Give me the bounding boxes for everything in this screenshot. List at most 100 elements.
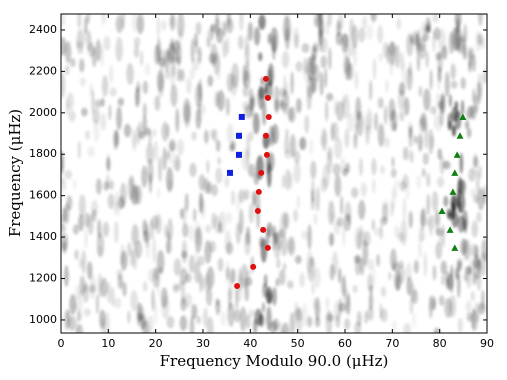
noise-blob (222, 20, 227, 37)
noise-blob (449, 295, 457, 318)
noise-blob (218, 221, 222, 234)
noise-blob (450, 194, 457, 213)
noise-blob (226, 14, 231, 28)
noise-blob (188, 224, 194, 242)
noise-blob (160, 20, 167, 32)
noise-blob (311, 76, 317, 94)
noise-blob (346, 112, 354, 132)
noise-blob (468, 60, 472, 73)
noise-blob (397, 260, 404, 269)
noise-blob (399, 51, 405, 71)
noise-blob (217, 257, 224, 272)
noise-blob (325, 296, 329, 310)
noise-blob (156, 187, 161, 199)
noise-blob (355, 96, 362, 121)
noise-blob (459, 152, 464, 174)
noise-blob (197, 255, 205, 266)
noise-blob (215, 167, 223, 184)
noise-blob (417, 133, 423, 152)
noise-blob (438, 295, 445, 307)
noise-blob (477, 302, 486, 315)
noise-blob (156, 15, 160, 40)
noise-blob (422, 33, 430, 42)
noise-blob (481, 238, 487, 261)
noise-blob (74, 285, 81, 301)
noise-blob (405, 182, 410, 200)
x-tick-label: 90 (480, 337, 494, 350)
noise-blob (184, 192, 189, 212)
noise-blob (472, 53, 476, 72)
noise-blob (64, 202, 70, 225)
noise-blob (328, 232, 335, 246)
noise-blob (248, 309, 255, 318)
noise-blob (331, 251, 339, 276)
noise-blob (301, 43, 310, 53)
noise-blob (217, 156, 221, 166)
noise-blob (389, 109, 398, 132)
noise-blob (172, 283, 179, 293)
noise-blob (108, 104, 112, 121)
noise-blob (446, 208, 452, 218)
noise-blob (361, 15, 368, 29)
noise-blob (281, 174, 286, 189)
noise-blob (377, 97, 384, 109)
noise-blob (272, 286, 277, 306)
noise-blob (380, 286, 387, 297)
noise-blob (197, 224, 203, 246)
noise-blob (273, 233, 281, 260)
noise-blob (314, 316, 321, 328)
noise-blob (79, 58, 85, 73)
noise-blob (470, 291, 475, 301)
noise-blob (483, 64, 487, 83)
noise-blob (100, 97, 105, 108)
noise-blob (416, 175, 422, 190)
noise-blob (430, 106, 436, 115)
noise-blob (252, 318, 258, 333)
noise-blob (64, 64, 70, 76)
noise-blob (78, 214, 85, 232)
noise-blob (438, 232, 443, 246)
noise-blob (408, 210, 413, 229)
noise-blob (61, 150, 65, 176)
noise-blob (182, 223, 189, 238)
noise-blob (158, 49, 167, 70)
noise-blob (418, 240, 422, 259)
noise-blob (246, 313, 251, 330)
noise-blob (430, 135, 435, 149)
noise-blob (75, 40, 83, 49)
noise-blob (226, 72, 234, 92)
x-tick-label: 10 (101, 337, 115, 350)
noise-blob (371, 219, 376, 231)
noise-blob (239, 14, 244, 32)
noise-blob (347, 63, 354, 81)
noise-blob (440, 94, 446, 114)
point (265, 113, 272, 120)
noise-blob (374, 112, 378, 131)
noise-blob (328, 46, 332, 71)
noise-blob (421, 168, 426, 178)
noise-blob (296, 195, 301, 209)
noise-blob (447, 112, 453, 131)
noise-blob (100, 112, 107, 131)
noise-blob (470, 243, 479, 258)
noise-blob (282, 262, 287, 272)
noise-blob (353, 44, 358, 67)
noise-blob (281, 50, 290, 69)
noise-blob (389, 52, 394, 77)
noise-blob (265, 286, 273, 304)
noise-blob (460, 179, 467, 196)
noise-blob (233, 308, 241, 323)
noise-blob (307, 224, 312, 250)
noise-blob (462, 239, 471, 261)
noise-blob (435, 241, 443, 260)
noise-blob (224, 230, 231, 254)
noise-blob (181, 279, 185, 306)
noise-blob (261, 99, 267, 126)
point (226, 169, 233, 176)
noise-blob (331, 212, 336, 222)
noise-blob (409, 150, 414, 163)
noise-blob (61, 179, 67, 192)
noise-blob (392, 319, 397, 333)
noise-blob (127, 310, 131, 324)
noise-blob (433, 327, 441, 333)
